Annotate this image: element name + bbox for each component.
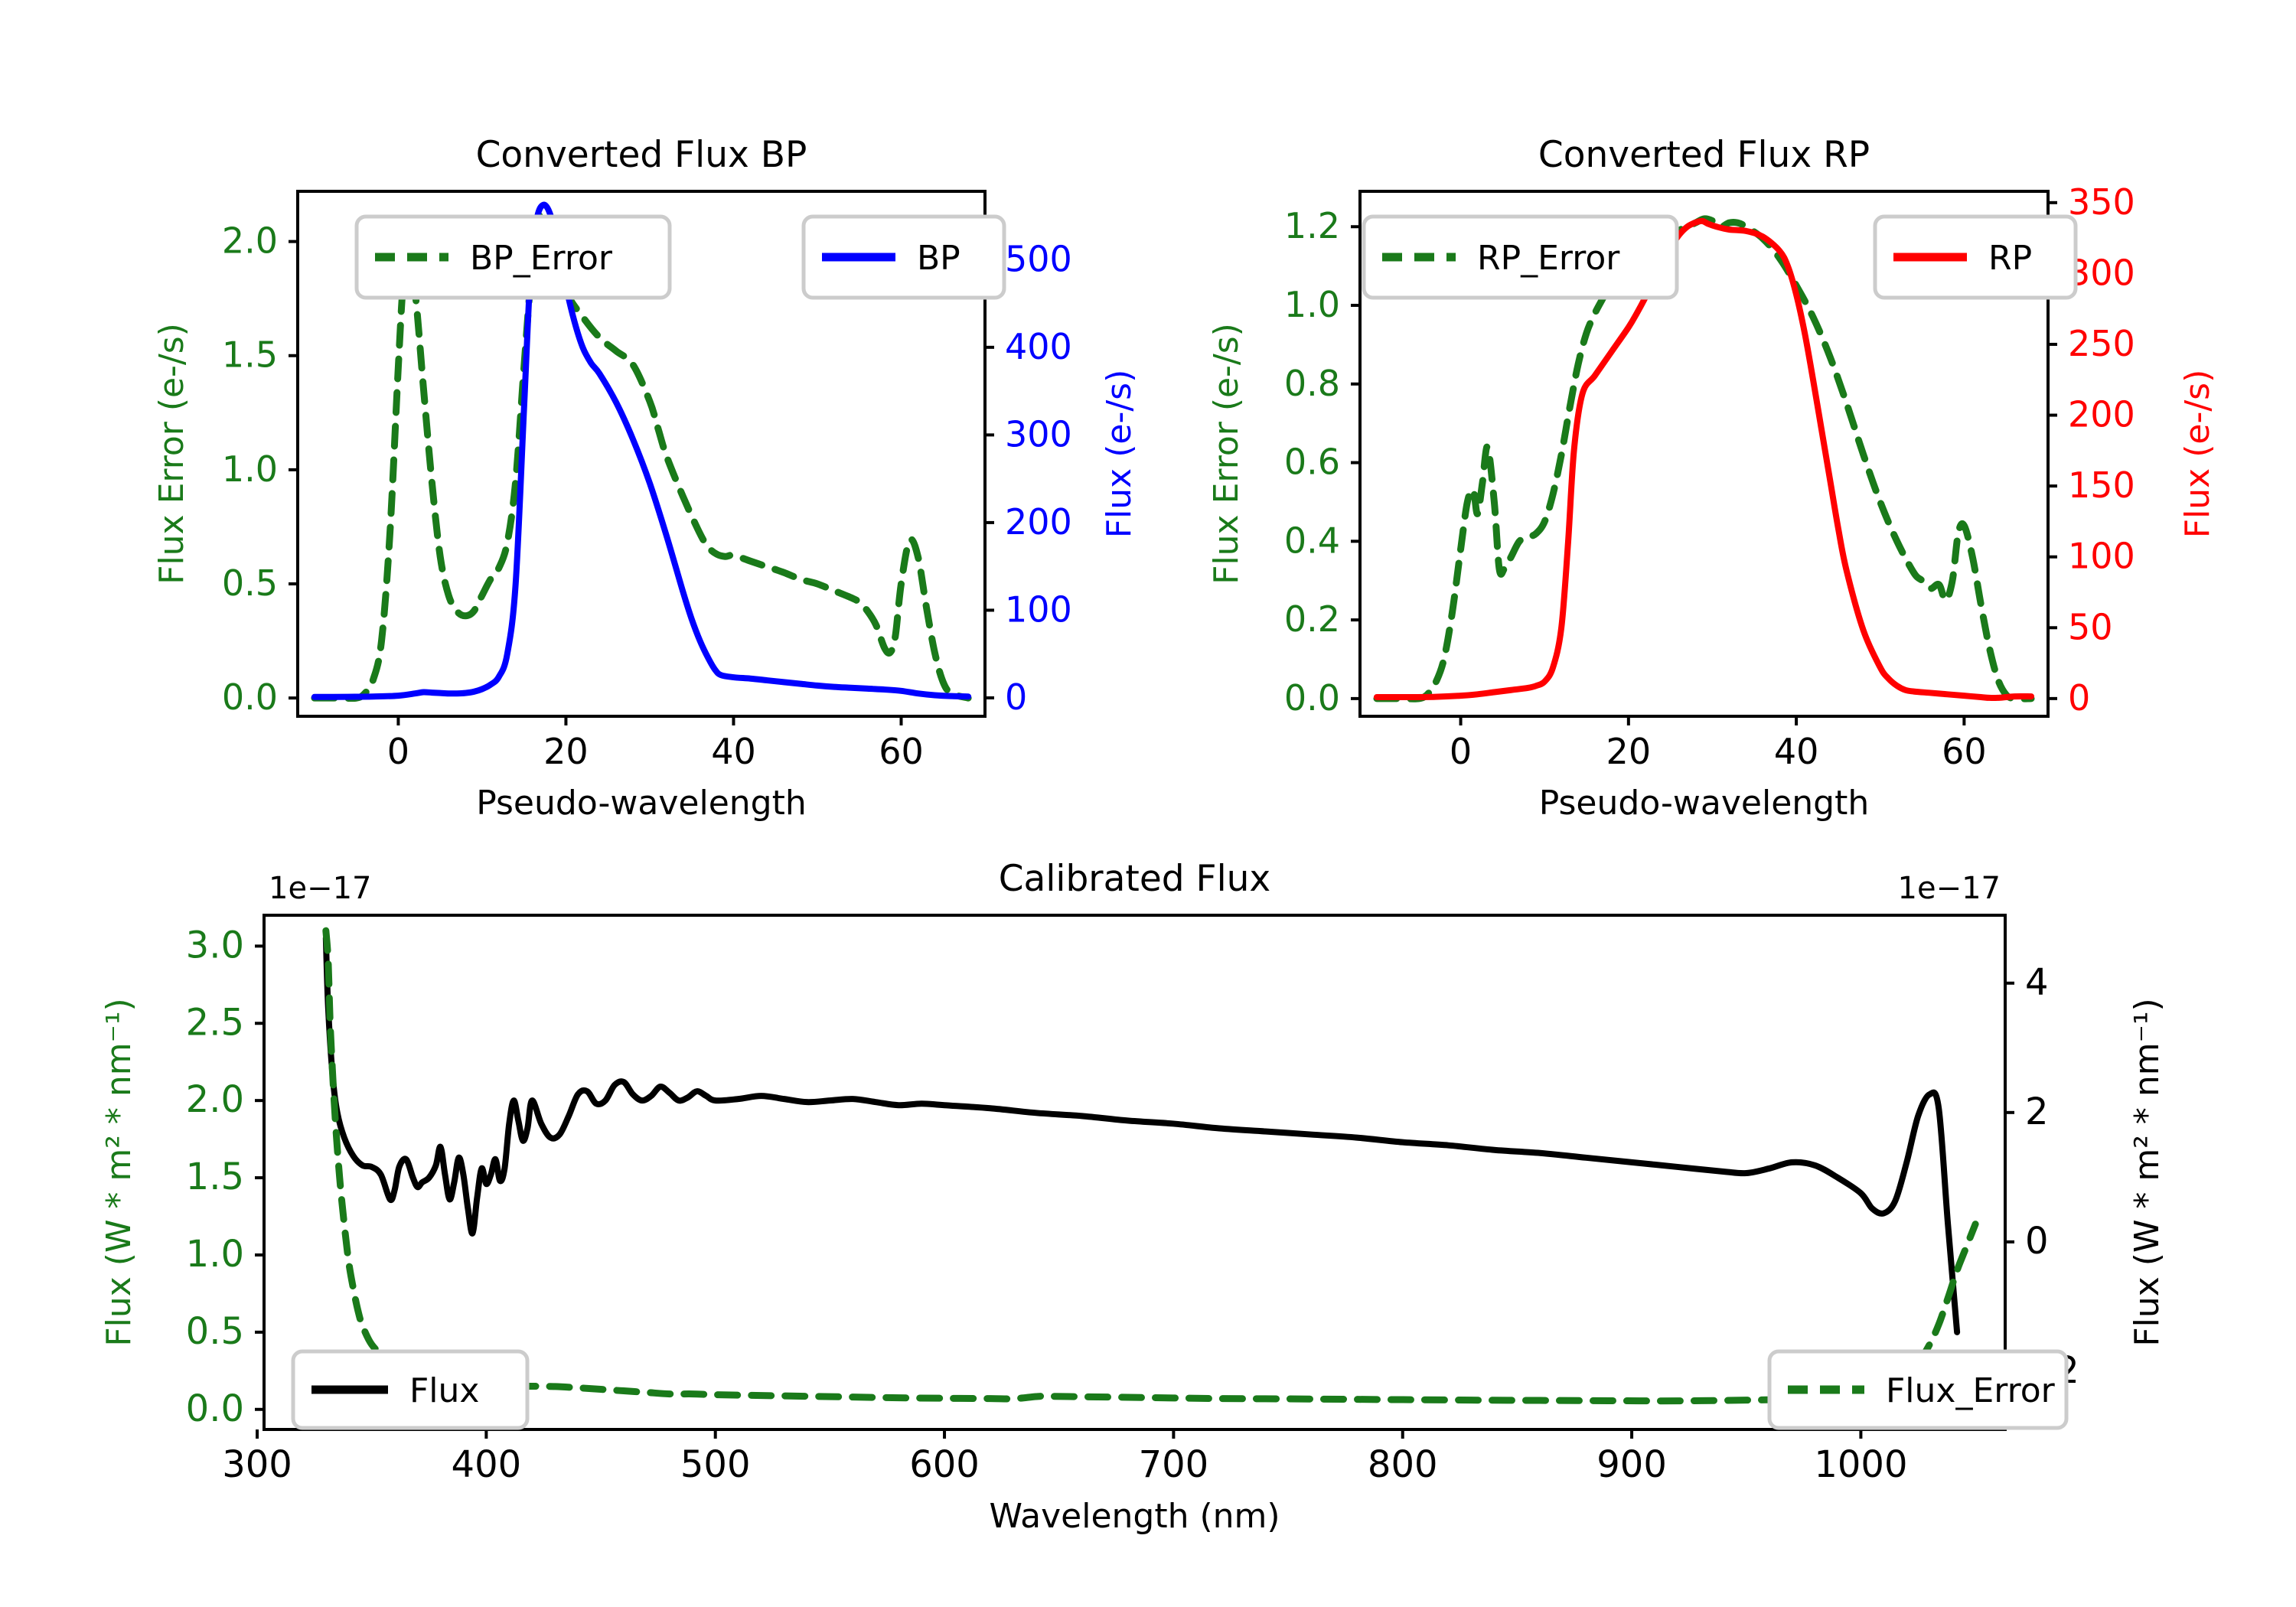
rp-panel-title: Converted Flux RP	[1538, 134, 1870, 176]
x-tick-label: 0	[1450, 731, 1472, 772]
y-tick-label-left: 2.5	[186, 1001, 244, 1044]
x-tick-label: 300	[222, 1443, 292, 1486]
y-tick-label-left: 0.5	[222, 562, 278, 604]
y-tick-label-right: 150	[2068, 464, 2135, 506]
legend-frame	[1873, 214, 2078, 300]
y-tick-label-right: 350	[2068, 181, 2135, 223]
bp-panel-xlabel: Pseudo-wavelength	[476, 784, 807, 823]
x-tick-label: 700	[1139, 1443, 1209, 1486]
legend-label: Flux	[409, 1371, 479, 1410]
y-tick-label-left: 0.6	[1284, 442, 1340, 483]
rp-legend[interactable]: RP	[1873, 214, 2078, 300]
legend-frame	[354, 214, 672, 300]
series-rp	[1373, 217, 2035, 702]
legend-label: BP	[917, 239, 960, 278]
legend-frame	[1362, 214, 1679, 300]
x-tick-label: 40	[711, 731, 756, 772]
x-tick-label: 60	[879, 731, 924, 772]
legend-frame	[291, 1349, 530, 1430]
flux-legend[interactable]: Flux	[291, 1349, 530, 1430]
y-tick-label-left: 1.0	[222, 448, 278, 490]
legend-frame	[1767, 1349, 2069, 1430]
y-tick-label-left: 2.0	[222, 220, 278, 262]
y-tick-label-right: 0	[1005, 676, 1027, 718]
y-tick-label-left: 0.4	[1284, 520, 1340, 561]
y-tick-label-left: 0.0	[222, 676, 278, 718]
plot-frame	[263, 914, 2007, 1431]
legend-frame	[801, 214, 1006, 300]
series-bp	[311, 201, 972, 700]
y-tick-label-right: 500	[1005, 238, 1072, 279]
x-tick-label: 600	[909, 1443, 980, 1486]
y-tick-label-left: 1.5	[186, 1156, 244, 1198]
rp-panel-ylabel-left: Flux Error (e-/s)	[1207, 323, 1246, 585]
y-tick-label-right: 100	[2068, 536, 2135, 577]
legend-label: RP_Error	[1477, 239, 1620, 278]
y-tick-label-right: 0	[2068, 677, 2090, 719]
y-tick-label-right: 4	[2025, 961, 2049, 1004]
y-tick-label-right: 100	[1005, 588, 1072, 630]
y-tick-label-left: 1.0	[1284, 284, 1340, 325]
y-tick-label-left: 0.0	[186, 1387, 244, 1430]
flux-error-legend[interactable]: Flux_Error	[1767, 1349, 2069, 1430]
x-tick-label: 900	[1596, 1443, 1667, 1486]
y-tick-label-right: 400	[1005, 326, 1072, 367]
bp-panel-title: Converted Flux BP	[476, 134, 807, 176]
calibrated-panel-right-offset-text: 1e−17	[1898, 871, 2001, 906]
calibrated-panel-xlabel: Wavelength (nm)	[989, 1497, 1280, 1536]
x-tick-label: 40	[1774, 731, 1819, 772]
rp-panel-ylabel-right: Flux (e-/s)	[2178, 370, 2217, 538]
bp-panel-series-group	[311, 201, 972, 702]
series-flux	[322, 935, 1961, 1335]
x-tick-label: 60	[1942, 731, 1987, 772]
y-tick-label-left: 1.2	[1284, 205, 1340, 246]
legend-label: BP_Error	[470, 239, 613, 278]
rp-panel-xlabel: Pseudo-wavelength	[1539, 784, 1870, 823]
y-tick-label-left: 0.2	[1284, 598, 1340, 640]
y-tick-label-left: 3.0	[186, 924, 244, 966]
x-tick-label: 500	[680, 1443, 751, 1486]
y-tick-label-right: 0	[2025, 1220, 2049, 1263]
series-flux-error	[322, 927, 1979, 1405]
y-tick-label-left: 1.5	[222, 334, 278, 376]
y-tick-label-left: 1.0	[186, 1233, 244, 1276]
y-tick-label-right: 300	[2068, 252, 2135, 293]
y-tick-label-right: 250	[2068, 323, 2135, 364]
x-tick-label: 1000	[1814, 1443, 1907, 1486]
y-tick-label-left: 0.5	[186, 1310, 244, 1353]
y-tick-label-right: 200	[2068, 394, 2135, 435]
series-bp-error	[311, 212, 972, 702]
y-tick-label-right: 200	[1005, 501, 1072, 543]
x-tick-label: 400	[452, 1443, 522, 1486]
calibrated-panel: Calibrated Flux 300 400 500 600 700 800 900 1000…	[99, 858, 2167, 1536]
y-tick-label-left: 2.0	[186, 1078, 244, 1121]
y-tick-label-right: 50	[2068, 606, 2113, 647]
plot-frame	[1358, 190, 2050, 718]
x-tick-label: 20	[543, 731, 589, 772]
calibrated-panel-ylabel-left: Flux (W * m² * nm⁻¹)	[99, 998, 139, 1346]
bp-panel-ylabel-left: Flux Error (e-/s)	[152, 323, 191, 585]
bp-legend[interactable]: BP	[801, 214, 1006, 300]
y-tick-label-left: 0.0	[1284, 677, 1340, 719]
legend-label: Flux_Error	[1886, 1371, 2056, 1410]
calibrated-panel-ylabel-right: Flux (W * m² * nm⁻¹)	[2128, 998, 2167, 1346]
bp-panel: Converted Flux BP 0 20 40 60 Pseudo-wavelengt…	[152, 134, 1139, 823]
x-tick-label: 0	[387, 731, 409, 772]
x-tick-label: 20	[1606, 731, 1652, 772]
calibrated-panel-series-group	[322, 927, 1979, 1405]
bp-panel-ylabel-right: Flux (e-/s)	[1100, 370, 1139, 538]
y-tick-label-left: 0.8	[1284, 363, 1340, 404]
legend-label: RP	[1988, 239, 2032, 278]
bp-error-legend[interactable]: BP_Error	[354, 214, 672, 300]
plot-frame	[296, 190, 987, 718]
y-tick-label-right: 2	[2025, 1090, 2049, 1133]
rp-panel: Converted Flux RP 0 20 40 60 Pseudo-wavelengt…	[1207, 134, 2217, 823]
calibrated-panel-left-offset-text: 1e−17	[269, 871, 371, 906]
y-tick-label-right: 300	[1005, 413, 1072, 455]
calibrated-panel-title: Calibrated Flux	[999, 858, 1271, 900]
rp-error-legend[interactable]: RP_Error	[1362, 214, 1679, 300]
x-tick-label: 800	[1368, 1443, 1438, 1486]
